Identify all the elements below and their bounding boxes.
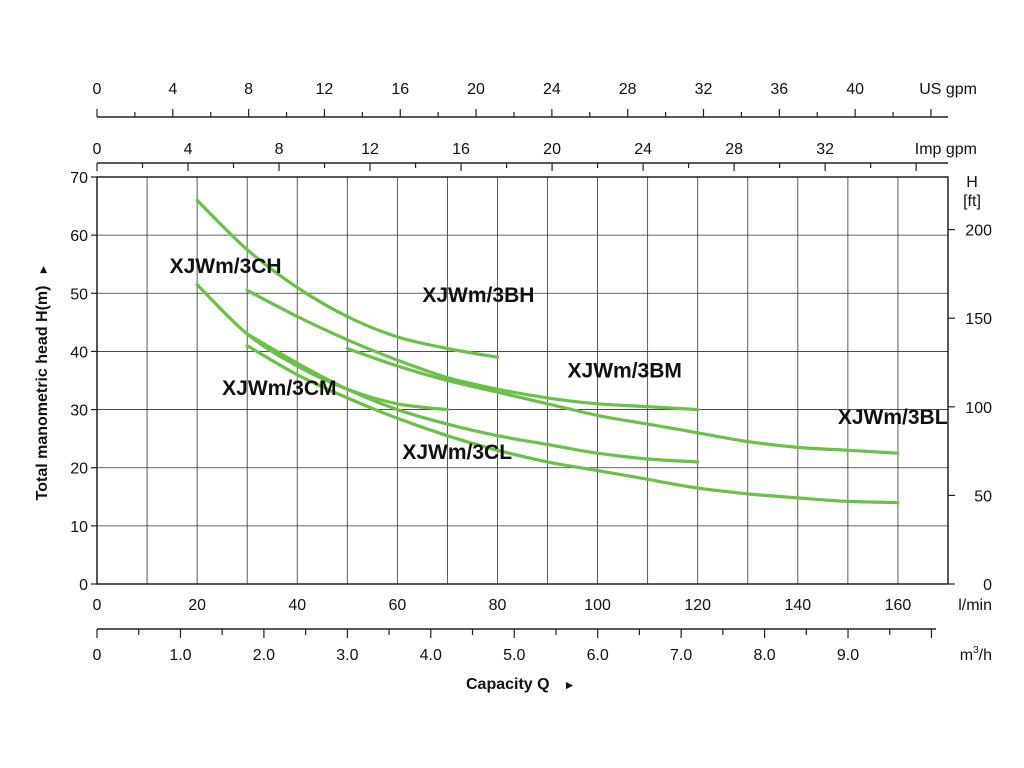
label-xjwm-3bh: XJWm/3BH: [422, 284, 534, 307]
y-axis-title: Total manometric head H(m) ►: [34, 264, 51, 501]
x-lmin-tick-label: 100: [584, 597, 611, 614]
x-lmin-tick-label: 160: [885, 597, 912, 614]
y-right-tick-label: 150: [965, 311, 992, 328]
x-lmin-tick-label: 20: [188, 597, 206, 614]
imp-gpm-tick-label: 32: [816, 141, 834, 158]
m3h-unit-base: m: [960, 647, 973, 664]
x-axis-title-text: Capacity Q: [466, 676, 550, 693]
us-gpm-tick-label: 24: [543, 81, 561, 98]
us-gpm-tick-label: 20: [467, 81, 485, 98]
x-lmin-tick-label: 120: [684, 597, 711, 614]
curve-xjwm-3bl: [245, 332, 700, 464]
y-right-tick-label: 0: [983, 577, 992, 594]
m3h-tick-label: 2.0: [253, 647, 275, 664]
us-gpm-tick-label: 12: [316, 81, 334, 98]
y-right-tick-label: 200: [965, 223, 992, 240]
y-left-tick-label: 10: [70, 519, 88, 536]
m3h-tick-label: 8.0: [753, 647, 775, 664]
plot-frame: [96, 176, 949, 585]
m3h-unit-label: m3/h: [960, 645, 992, 664]
grid-lines: [97, 177, 948, 584]
y-axis-title-text: Total manometric head H(m): [34, 286, 51, 501]
imp-gpm-tick-label: 24: [634, 141, 652, 158]
curve-xjwm-3ch: [195, 198, 500, 359]
y-right-tick-label: 100: [965, 400, 992, 417]
label-xjwm-3bm: XJWm/3BM: [568, 360, 682, 383]
m3h-tick-label: 6.0: [587, 647, 609, 664]
m3h-tick-label: 1.0: [169, 647, 191, 664]
x-lmin-tick-label: 40: [288, 597, 306, 614]
us-gpm-tick-label: 16: [391, 81, 409, 98]
label-xjwm-3cm: XJWm/3CM: [222, 377, 336, 400]
y-left-tick-label: 60: [70, 228, 88, 245]
y-left-tick-label: 30: [70, 403, 88, 420]
m3h-tick-label: 9.0: [837, 647, 859, 664]
us-gpm-unit-label: US gpm: [919, 81, 977, 98]
us-gpm-tick-label: 32: [695, 81, 713, 98]
imp-gpm-tick-label: 28: [725, 141, 743, 158]
curve-xjwm-3bm: [345, 346, 900, 455]
x-axis-arrow-icon: ►: [564, 678, 576, 692]
us-gpm-tick-label: 40: [846, 81, 864, 98]
us-gpm-tick-label: 0: [93, 81, 102, 98]
imp-gpm-unit-label: Imp gpm: [915, 141, 977, 158]
y-right-tick-label: 50: [974, 488, 992, 505]
label-xjwm-3cl: XJWm/3CL: [402, 441, 512, 464]
right-axis-unit-ft: [ft]: [963, 193, 981, 210]
m3h-tick-label: 7.0: [670, 647, 692, 664]
label-xjwm-3bl: XJWm/3BL: [838, 406, 948, 429]
us-gpm-tick-label: 8: [244, 81, 253, 98]
x-axis-title: Capacity Q ►: [466, 676, 575, 693]
us-gpm-tick-label: 36: [770, 81, 788, 98]
curve-xjwm-3cl: [245, 344, 900, 505]
m3h-tick-label: 3.0: [336, 647, 358, 664]
curve-layer: [195, 198, 900, 505]
x-lmin-tick-label: 60: [388, 597, 406, 614]
y-left-tick-label: 0: [79, 577, 88, 594]
imp-gpm-tick-label: 16: [452, 141, 470, 158]
y-left-tick-label: 70: [70, 170, 88, 187]
lmin-unit-label: l/min: [958, 597, 992, 614]
curve-xjwm-3cm: [195, 283, 449, 412]
m3h-tick-label: 0: [93, 647, 102, 664]
curve-labels: XJWm/3CH XJWm/3BH XJWm/3BM XJWm/3CM XJWm/3BL…: [170, 255, 948, 464]
m3h-tick-label: 5.0: [503, 647, 525, 664]
imp-gpm-tick-label: 20: [543, 141, 561, 158]
m3h-unit-tail: /h: [979, 647, 992, 664]
x-lmin-tick-label: 80: [489, 597, 507, 614]
label-xjwm-3ch: XJWm/3CH: [170, 255, 282, 278]
x-lmin-tick-label: 0: [93, 597, 102, 614]
us-gpm-tick-label: 28: [619, 81, 637, 98]
y-left-tick-label: 20: [70, 461, 88, 478]
y-left-tick-label: 50: [70, 286, 88, 303]
imp-gpm-tick-label: 12: [361, 141, 379, 158]
us-gpm-tick-label: 4: [168, 81, 177, 98]
m3h-tick-label: 4.0: [420, 647, 442, 664]
imp-gpm-tick-label: 8: [275, 141, 284, 158]
curve-xjwm-3bh: [245, 288, 700, 412]
x-lmin-tick-label: 140: [784, 597, 811, 614]
imp-gpm-tick-label: 4: [184, 141, 193, 158]
imp-gpm-tick-label: 0: [93, 141, 102, 158]
y-left-tick-label: 40: [70, 344, 88, 361]
y-axis-arrow-icon: ►: [36, 264, 50, 276]
m3h-unit-sup: 3: [973, 645, 979, 656]
right-axis-unit-h: H: [966, 174, 978, 191]
